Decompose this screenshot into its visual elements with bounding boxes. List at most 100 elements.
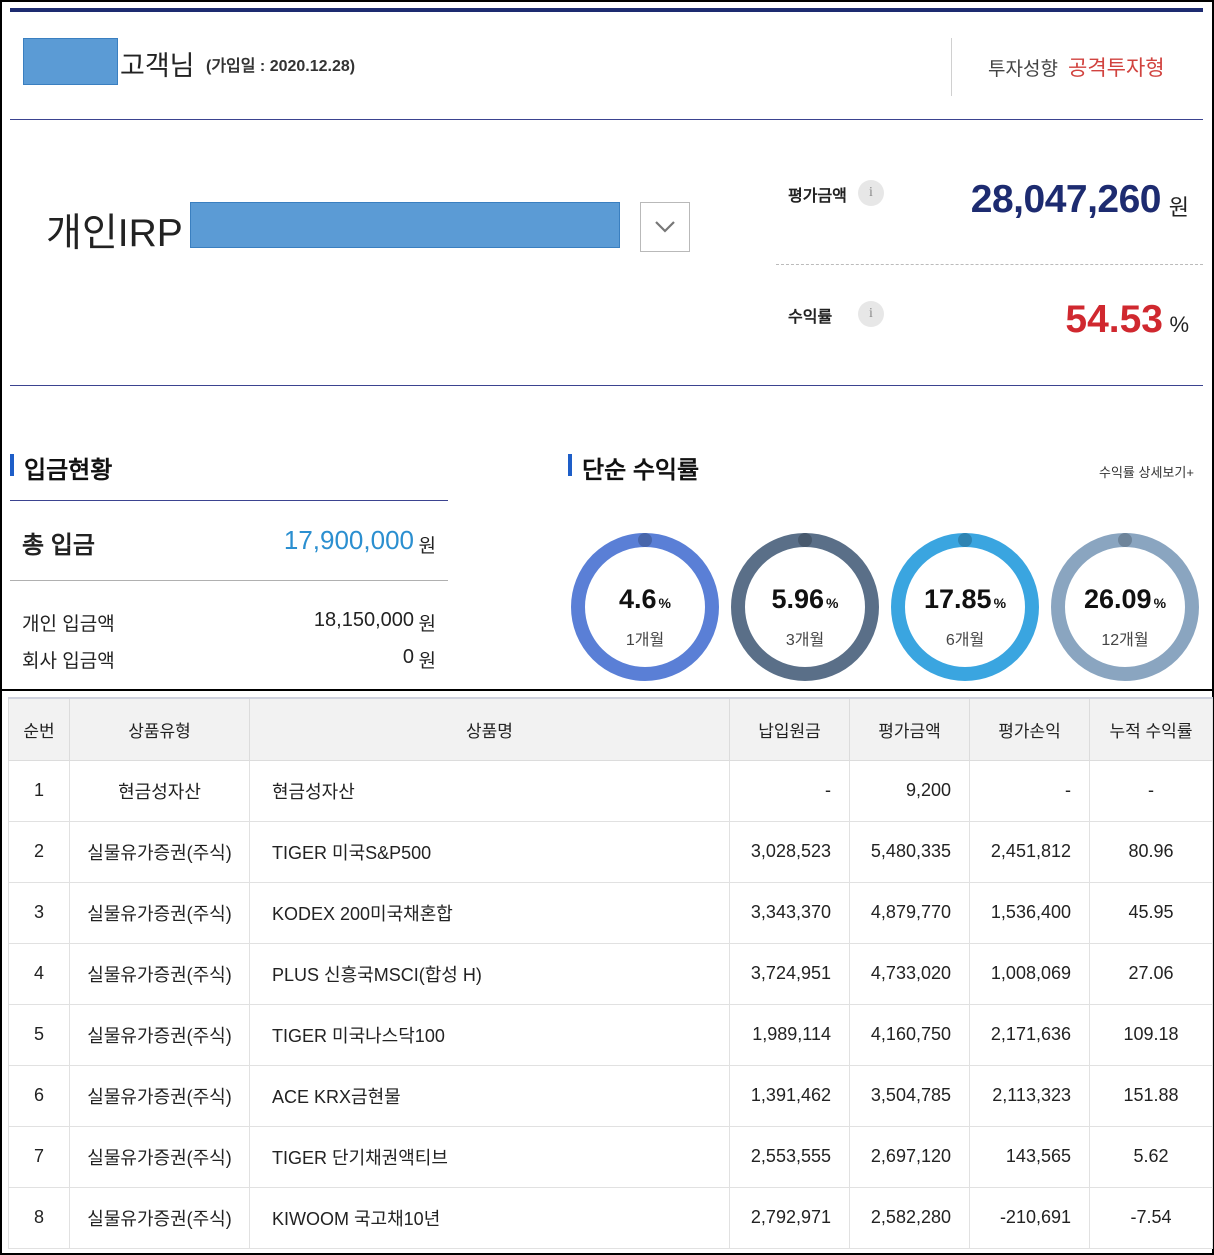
cell-eval-amount: 4,879,770 <box>849 881 970 944</box>
cell-eval-pl: - <box>969 759 1090 822</box>
cell-eval-pl: -210,691 <box>969 1186 1090 1249</box>
cell-principal: 1,989,114 <box>729 1003 850 1066</box>
info-icon[interactable]: i <box>858 301 884 327</box>
col-header-product: 상품명 <box>249 697 730 761</box>
deposit-total-unit: 원 <box>418 536 436 557</box>
holdings-table: 순번 상품유형 상품명 납입원금 평가금액 평가손익 누적 수익률 1 현금성자산… <box>8 697 1213 1249</box>
eval-amount-value: 28,047,260 <box>970 178 1162 221</box>
company-deposit-value: 0 <box>402 646 414 668</box>
cell-product: 현금성자산 <box>249 759 730 822</box>
deposit-total-value: 17,900,000 <box>283 525 414 555</box>
deposit-section-title: 입금현황 <box>10 450 112 485</box>
cell-no: 6 <box>8 1064 70 1127</box>
cell-product: ACE KRX금현물 <box>249 1064 730 1127</box>
holdings-panel: 순번 상품유형 상품명 납입원금 평가금액 평가손익 누적 수익률 1 현금성자산… <box>0 689 1214 1255</box>
account-select-button[interactable] <box>640 202 690 252</box>
join-date: (가입일 : 2020.12.28) <box>206 58 356 75</box>
cell-no: 1 <box>8 759 70 822</box>
account-summary: 개인IRP 평가금액 i 28,047,260 원 수익률 i 54.53 % <box>10 120 1203 386</box>
dashed-divider <box>776 264 1203 265</box>
simple-return-section-title: 단순 수익률 <box>568 450 699 485</box>
customer-header: 고객님 (가입일 : 2020.12.28) 투자성향 공격투자형 <box>10 14 1203 120</box>
cell-no: 7 <box>8 1125 70 1188</box>
return-rate-value: 54.53 <box>1065 298 1163 341</box>
risk-profile-label: 투자성향 <box>988 59 1058 80</box>
ring-period: 12개월 <box>1101 632 1149 649</box>
cell-principal: 2,792,971 <box>729 1186 850 1249</box>
top-rule <box>10 8 1203 12</box>
cell-product: TIGER 미국S&P500 <box>249 820 730 883</box>
personal-deposit-value: 18,150,000 <box>313 609 414 631</box>
table-row: 1 현금성자산 현금성자산 -9,200- - <box>8 759 1213 822</box>
cell-type: 현금성자산 <box>69 759 250 822</box>
cell-eval-pl: 1,536,400 <box>969 881 1090 944</box>
col-header-eval-amount: 평가금액 <box>849 697 970 761</box>
ring-value: 26.09% <box>1083 584 1167 614</box>
customer-suffix: 고객님 <box>120 51 195 81</box>
return-ring-12m: 26.09% 12개월 <box>1048 530 1202 684</box>
cell-type: 실물유가증권(주식) <box>69 1064 250 1127</box>
return-rate-label: 수익률 <box>788 309 833 326</box>
table-row: 6 실물유가증권(주식) ACE KRX금현물 1,391,462 3,504,785 2… <box>8 1064 1213 1127</box>
cell-principal: 3,724,951 <box>729 942 850 1005</box>
simple-return-rings: 4.6% 1개월 5.96% 3개월 17.85% 6개월 26.09% <box>568 530 1208 688</box>
return-ring-1m: 4.6% 1개월 <box>568 530 722 684</box>
ring-period: 3개월 <box>785 632 825 649</box>
table-row: 8 실물유가증권(주식) KIWOOM 국고채10년 2,792,971 2,582,2… <box>8 1186 1213 1249</box>
cell-cumulative-return: 5.62 <box>1089 1125 1213 1188</box>
company-deposit-label: 회사 입금액 <box>22 651 115 672</box>
cell-cumulative-return: 151.88 <box>1089 1064 1213 1127</box>
col-header-cumulative-return: 누적 수익률 <box>1089 697 1213 761</box>
cell-eval-amount: 4,160,750 <box>849 1003 970 1066</box>
table-row: 3 실물유가증권(주식) KODEX 200미국채혼합 3,343,370 4,879,… <box>8 881 1213 944</box>
cell-no: 2 <box>8 820 70 883</box>
personal-deposit-unit: 원 <box>418 614 436 635</box>
table-row: 4 실물유가증권(주식) PLUS 신흥국MSCI(합성 H) 3,724,951 4,… <box>8 942 1213 1005</box>
cell-cumulative-return: -7.54 <box>1089 1186 1213 1249</box>
deposit-total-row: 총 입금 17,900,000 원 <box>10 501 448 581</box>
account-type-name: 개인IRP <box>46 212 183 255</box>
info-icon[interactable]: i <box>858 180 884 206</box>
redacted-customer-name <box>23 38 118 85</box>
cell-no: 5 <box>8 1003 70 1066</box>
cell-principal: 3,343,370 <box>729 881 850 944</box>
cell-no: 3 <box>8 881 70 944</box>
cell-eval-amount: 3,504,785 <box>849 1064 970 1127</box>
ring-circle-graphic <box>571 533 719 681</box>
ring-circle-graphic <box>731 533 879 681</box>
table-row: 2 실물유가증권(주식) TIGER 미국S&P500 3,028,523 5,480,… <box>8 820 1213 883</box>
cell-eval-amount: 4,733,020 <box>849 942 970 1005</box>
cell-type: 실물유가증권(주식) <box>69 942 250 1005</box>
cell-principal: 2,553,555 <box>729 1125 850 1188</box>
company-deposit-unit: 원 <box>418 651 436 672</box>
vertical-divider <box>951 38 952 96</box>
return-ring-6m: 17.85% 6개월 <box>888 530 1042 684</box>
cell-eval-pl: 2,451,812 <box>969 820 1090 883</box>
cell-principal: 3,028,523 <box>729 820 850 883</box>
cell-principal: 1,391,462 <box>729 1064 850 1127</box>
chevron-down-icon <box>655 221 675 233</box>
cell-cumulative-return: 27.06 <box>1089 942 1213 1005</box>
cell-eval-pl: 1,008,069 <box>969 942 1090 1005</box>
cell-type: 실물유가증권(주식) <box>69 1003 250 1066</box>
ring-circle-graphic <box>1051 533 1199 681</box>
cell-product: KIWOOM 국고채10년 <box>249 1186 730 1249</box>
return-detail-link[interactable]: 수익률 상세보기+ <box>1099 465 1194 480</box>
cell-cumulative-return: 109.18 <box>1089 1003 1213 1066</box>
cell-product: KODEX 200미국채혼합 <box>249 881 730 944</box>
table-row: 7 실물유가증권(주식) TIGER 단기채권액티브 2,553,555 2,697,1… <box>8 1125 1213 1188</box>
col-header-type: 상품유형 <box>69 697 250 761</box>
return-rate-unit: % <box>1169 312 1189 337</box>
ring-value: 17.85% <box>923 584 1007 614</box>
return-ring-3m: 5.96% 3개월 <box>728 530 882 684</box>
ring-circle-graphic <box>891 533 1039 681</box>
col-header-principal: 납입원금 <box>729 697 850 761</box>
table-header-row: 순번 상품유형 상품명 납입원금 평가금액 평가손익 누적 수익률 <box>8 697 1213 761</box>
deposit-total-label: 총 입금 <box>22 532 95 559</box>
table-row: 5 실물유가증권(주식) TIGER 미국나스닥100 1,989,114 4,160,… <box>8 1003 1213 1066</box>
risk-profile-value: 공격투자형 <box>1068 57 1165 80</box>
account-summary-panel: 고객님 (가입일 : 2020.12.28) 투자성향 공격투자형 개인IRP … <box>0 0 1214 689</box>
deposit-summary: 총 입금 17,900,000 원 개인 입금액 18,150,000 원 회사… <box>10 500 448 686</box>
redacted-account-number <box>190 202 620 248</box>
cell-cumulative-return: 45.95 <box>1089 881 1213 944</box>
